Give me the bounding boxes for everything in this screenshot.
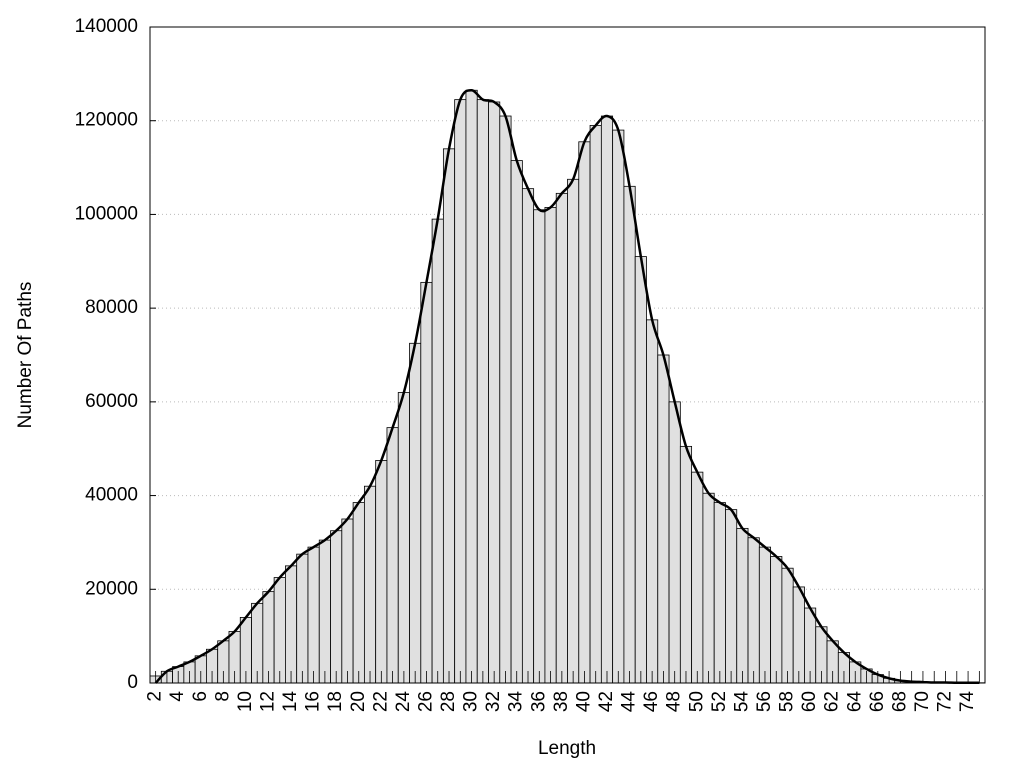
bar xyxy=(770,556,783,684)
bar xyxy=(555,192,568,684)
x-tick-label: 62 xyxy=(822,691,843,712)
x-tick-label: 60 xyxy=(799,691,820,712)
bar xyxy=(431,218,444,684)
bar xyxy=(691,471,704,684)
x-tick-label: 2 xyxy=(145,691,166,702)
bar xyxy=(623,185,636,684)
bar xyxy=(634,256,647,684)
y-tick-label: 20000 xyxy=(85,578,138,599)
bar xyxy=(600,115,614,684)
x-tick-label: 72 xyxy=(935,691,956,712)
x-tick-label: 30 xyxy=(461,691,482,712)
x-tick-label: 56 xyxy=(754,691,775,712)
y-tick-label: 140000 xyxy=(75,16,138,37)
x-tick-label: 68 xyxy=(889,691,910,712)
x-tick-label: 14 xyxy=(280,691,301,713)
bar xyxy=(476,99,489,684)
y-tick-label: 60000 xyxy=(85,391,138,412)
bar xyxy=(657,354,670,684)
bar xyxy=(420,281,433,684)
x-tick-label: 28 xyxy=(438,691,459,712)
x-tick-label: 12 xyxy=(257,691,278,712)
plot-frame xyxy=(149,26,986,684)
x-axis-label: Length xyxy=(538,738,596,759)
bar xyxy=(679,445,693,684)
bar xyxy=(285,565,298,684)
bar xyxy=(544,206,557,684)
bar xyxy=(318,539,331,684)
x-tick-label: 50 xyxy=(686,691,707,712)
x-tick-label: 8 xyxy=(212,691,233,702)
bar xyxy=(273,577,286,684)
x-tick-label: 34 xyxy=(506,691,527,713)
x-tick-label: 48 xyxy=(664,691,685,712)
bar xyxy=(409,342,422,684)
x-tick-label: 32 xyxy=(483,691,504,712)
x-tick-label: 74 xyxy=(957,691,978,713)
bar xyxy=(589,125,602,684)
bar xyxy=(363,485,377,684)
x-tick-label: 42 xyxy=(596,691,617,712)
x-tick-label: 24 xyxy=(393,691,414,713)
x-tick-label: 46 xyxy=(641,691,662,712)
bar xyxy=(465,89,478,684)
x-tick-label: 44 xyxy=(619,691,640,713)
bar xyxy=(747,537,760,684)
y-tick-label: 80000 xyxy=(85,297,138,318)
x-tick-label: 52 xyxy=(709,691,730,712)
bar xyxy=(567,178,580,684)
bar xyxy=(341,518,354,684)
bar xyxy=(454,99,467,684)
x-tick-label: 54 xyxy=(731,691,752,713)
bar xyxy=(792,586,805,684)
y-tick-label: 40000 xyxy=(85,485,138,506)
x-tick-label: 6 xyxy=(190,691,211,702)
y-axis-label: Number Of Paths xyxy=(15,282,36,429)
bar xyxy=(521,188,535,684)
x-tick-label: 18 xyxy=(325,691,346,712)
x-tick-label: 22 xyxy=(370,691,391,712)
bar xyxy=(612,129,625,684)
x-tick-label: 38 xyxy=(551,691,572,712)
x-tick-label: 40 xyxy=(573,691,594,712)
y-tick-label: 0 xyxy=(127,672,138,693)
x-tick-label: 64 xyxy=(844,691,865,713)
bar xyxy=(702,492,715,684)
x-tick-label: 66 xyxy=(867,691,888,712)
x-tick-label: 16 xyxy=(303,691,324,712)
bar xyxy=(533,209,546,684)
bar xyxy=(352,502,365,684)
line xyxy=(154,89,980,685)
bar xyxy=(499,115,512,684)
bar xyxy=(262,591,275,684)
x-tick-label: 36 xyxy=(528,691,549,712)
x-tick-label: 10 xyxy=(235,691,256,712)
bar xyxy=(578,141,591,684)
y-tick-label: 120000 xyxy=(75,110,138,131)
x-tick-label: 20 xyxy=(348,691,369,712)
bar xyxy=(725,509,738,684)
bar xyxy=(781,567,794,684)
bar xyxy=(668,401,681,684)
bar xyxy=(296,553,309,684)
bar xyxy=(386,427,399,684)
bar xyxy=(758,546,772,684)
bar xyxy=(646,319,659,684)
bar xyxy=(488,101,501,684)
bar xyxy=(397,392,410,684)
bar xyxy=(330,530,343,684)
bar xyxy=(736,527,749,684)
x-tick-label: 70 xyxy=(912,691,933,712)
x-tick-label: 4 xyxy=(167,691,188,702)
bar xyxy=(510,160,523,684)
bar xyxy=(442,148,456,684)
bar xyxy=(713,502,726,684)
y-tick-label: 100000 xyxy=(75,203,138,224)
bar xyxy=(375,460,388,684)
x-tick-label: 58 xyxy=(777,691,798,712)
bar xyxy=(307,546,320,684)
x-tick-label: 26 xyxy=(415,691,436,712)
